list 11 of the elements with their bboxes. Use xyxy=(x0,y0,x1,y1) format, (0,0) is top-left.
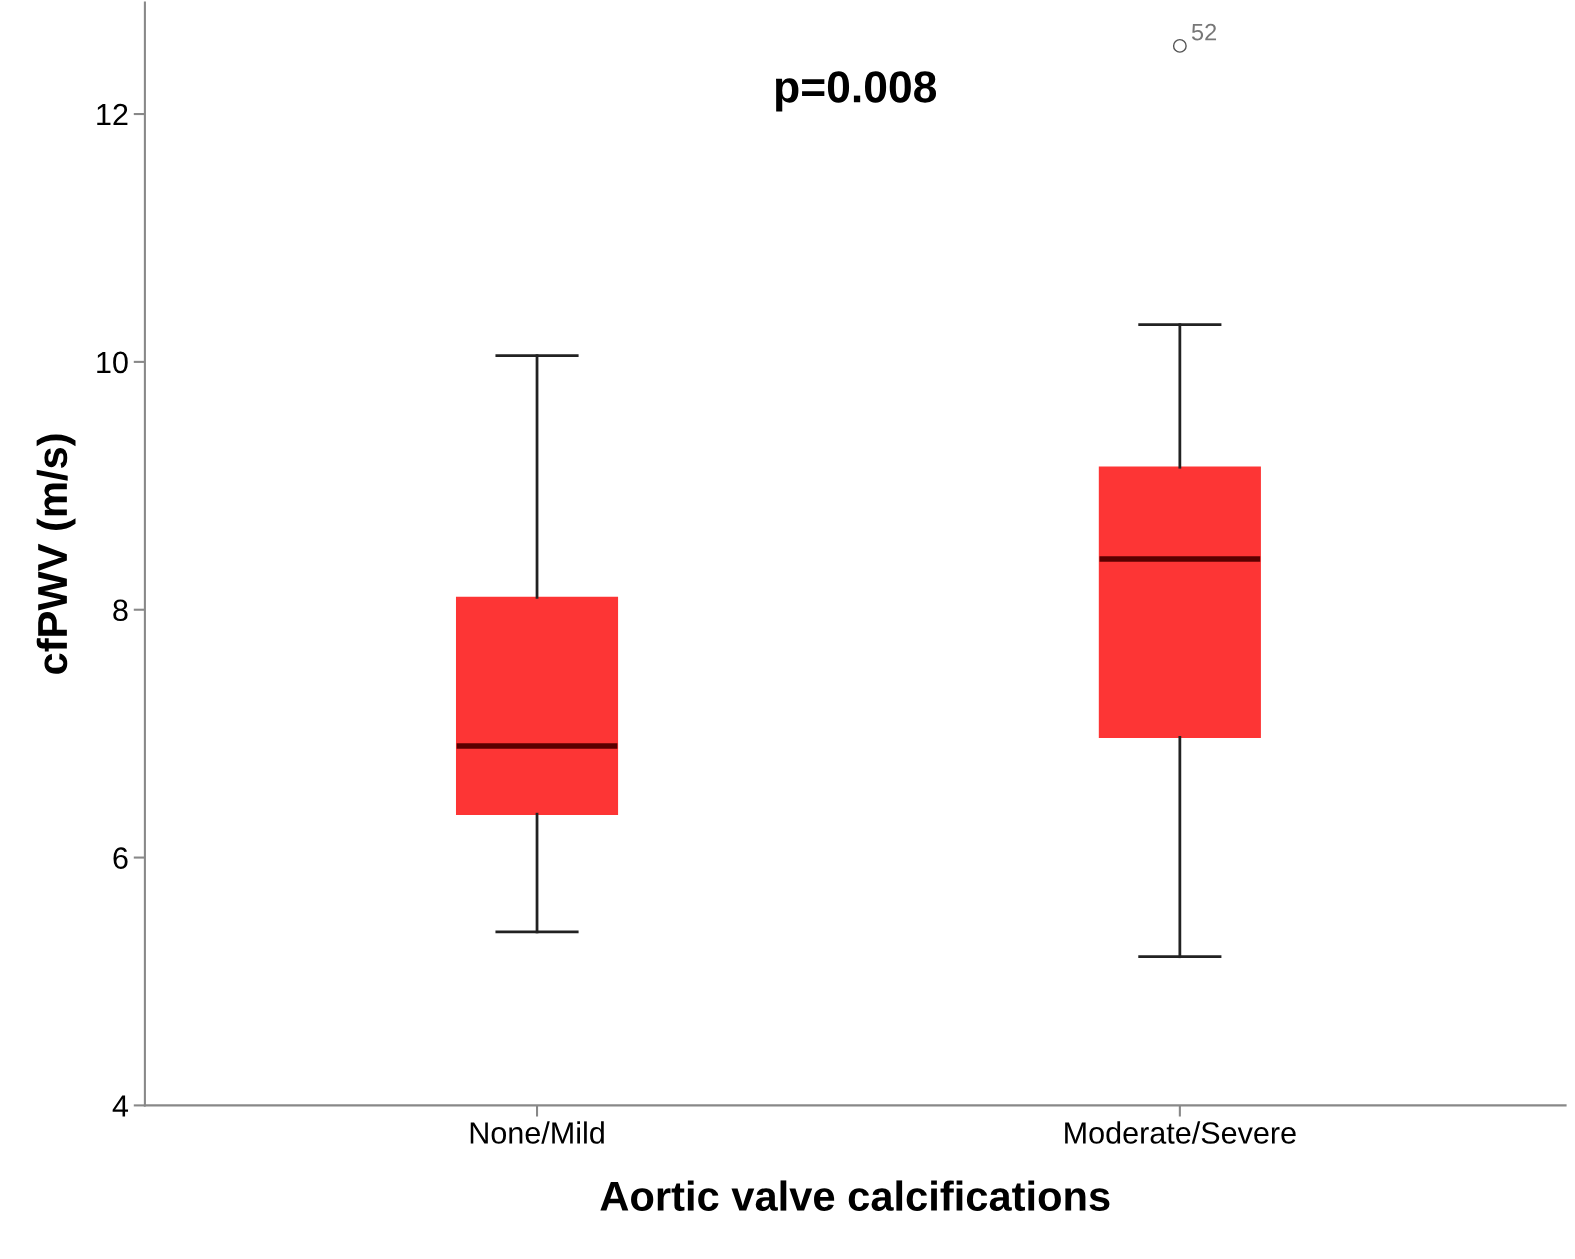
y-tick-label: 4 xyxy=(112,1095,129,1117)
y-axis-title: cfPWV (m/s) xyxy=(36,434,76,674)
annotation: p=0.008 xyxy=(776,71,937,112)
y-tick-label: 6 xyxy=(113,847,128,869)
y-tick-label: 12 xyxy=(97,103,128,126)
annotation: 52 xyxy=(1191,23,1217,41)
y-tick-label: 10 xyxy=(97,351,128,374)
x-tick-label: None/Mild xyxy=(470,1121,604,1144)
y-tick-label: 8 xyxy=(113,599,128,622)
x-tick-label: Moderate/Severe xyxy=(1065,1121,1296,1144)
x-axis-title: Aortic valve calcifications xyxy=(600,1180,1110,1212)
